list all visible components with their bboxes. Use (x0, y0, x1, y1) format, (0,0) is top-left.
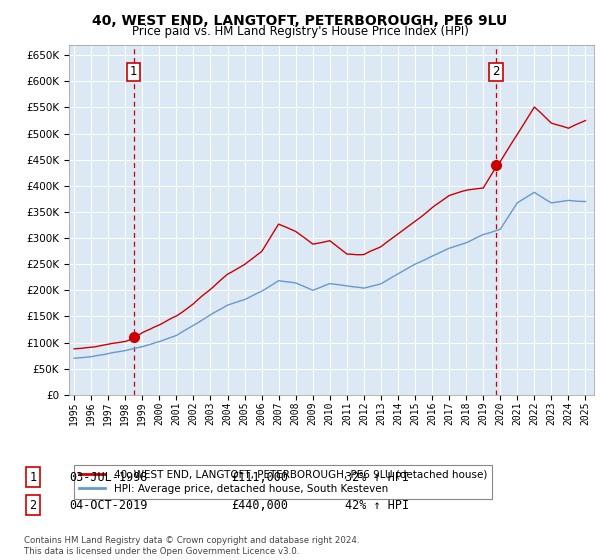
Legend: 40, WEST END, LANGTOFT, PETERBOROUGH, PE6 9LU (detached house), HPI: Average pri: 40, WEST END, LANGTOFT, PETERBOROUGH, PE… (74, 465, 493, 500)
Text: 32% ↑ HPI: 32% ↑ HPI (345, 470, 409, 484)
Text: Price paid vs. HM Land Registry's House Price Index (HPI): Price paid vs. HM Land Registry's House … (131, 25, 469, 38)
Text: 1: 1 (130, 66, 137, 78)
Text: 42% ↑ HPI: 42% ↑ HPI (345, 498, 409, 512)
Text: 04-OCT-2019: 04-OCT-2019 (69, 498, 148, 512)
Text: Contains HM Land Registry data © Crown copyright and database right 2024.
This d: Contains HM Land Registry data © Crown c… (24, 536, 359, 556)
Text: 1: 1 (29, 470, 37, 484)
Text: 2: 2 (29, 498, 37, 512)
Text: £440,000: £440,000 (231, 498, 288, 512)
Text: £111,000: £111,000 (231, 470, 288, 484)
Text: 03-JUL-1998: 03-JUL-1998 (69, 470, 148, 484)
Text: 2: 2 (492, 66, 500, 78)
Text: 40, WEST END, LANGTOFT, PETERBOROUGH, PE6 9LU: 40, WEST END, LANGTOFT, PETERBOROUGH, PE… (92, 14, 508, 28)
